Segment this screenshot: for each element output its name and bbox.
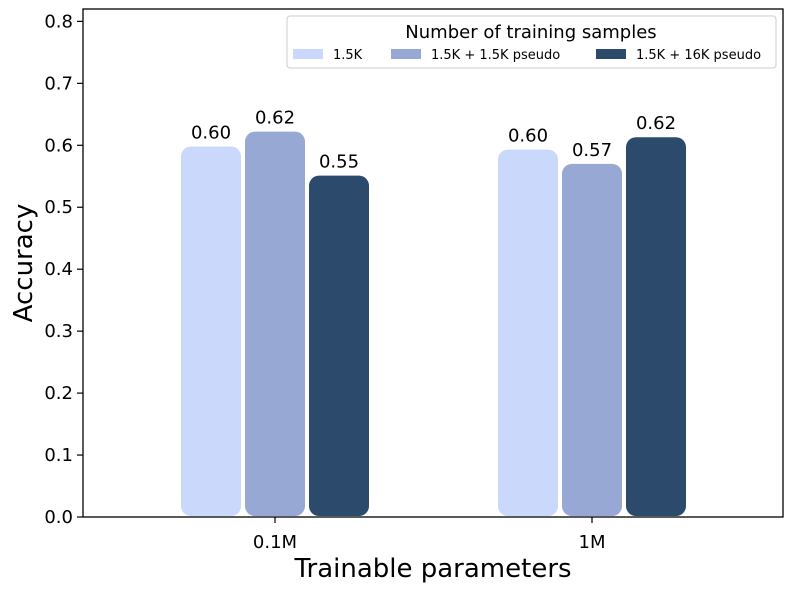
- bar-value-label: 0.60: [191, 123, 231, 144]
- legend-title: Number of training samples: [405, 22, 656, 43]
- legend-label-3: 1.5K + 16K pseudo: [636, 48, 761, 63]
- bar-labels-layer: 0.60 0.62 0.55 0.60 0.57 0.62: [191, 108, 676, 173]
- y-tick-label: 0.7: [44, 73, 73, 94]
- y-tick-label: 0.3: [44, 321, 73, 342]
- x-tick-label: 0.1M: [253, 532, 297, 553]
- x-axis-title: Trainable parameters: [293, 554, 571, 584]
- y-tick-label: 0.0: [44, 507, 73, 528]
- bars-layer: [181, 131, 686, 517]
- bar-1M-series-3: [626, 137, 686, 517]
- legend-swatch-1: [293, 49, 323, 59]
- x-tick-label: 1M: [579, 532, 606, 553]
- bar-value-label: 0.55: [319, 152, 359, 173]
- legend-items: 1.5K 1.5K + 1.5K pseudo 1.5K + 16K pseudo: [293, 48, 761, 63]
- y-tick-label: 0.1: [44, 445, 73, 466]
- y-axis-ticks: 0.0 0.1 0.2 0.3 0.4 0.5 0.6 0.7 0.8: [44, 11, 83, 528]
- y-tick-label: 0.4: [44, 259, 73, 280]
- legend-label-1: 1.5K: [333, 48, 363, 63]
- bar-0.1M-series-1: [181, 146, 241, 516]
- bar-value-label: 0.60: [508, 126, 548, 147]
- y-tick-label: 0.8: [44, 11, 73, 32]
- bar-0.1M-series-3: [309, 175, 369, 516]
- legend-swatch-2: [391, 49, 421, 59]
- bar-0.1M-series-2: [245, 131, 305, 516]
- y-tick-label: 0.2: [44, 383, 73, 404]
- legend-label-2: 1.5K + 1.5K pseudo: [431, 48, 560, 63]
- y-tick-label: 0.5: [44, 197, 73, 218]
- bar-value-label: 0.62: [255, 108, 295, 129]
- plot-area-frame: [82, 8, 784, 518]
- legend: Number of training samples 1.5K 1.5K + 1.…: [286, 15, 777, 69]
- bar-value-label: 0.62: [636, 113, 676, 134]
- bar-value-label: 0.57: [572, 140, 612, 161]
- bar-1M-series-1: [498, 149, 558, 516]
- bar-1M-series-2: [562, 163, 622, 516]
- x-axis-ticks: 0.1M 1M: [253, 517, 606, 553]
- y-tick-label: 0.6: [44, 135, 73, 156]
- y-axis-title: Accuracy: [9, 204, 39, 323]
- legend-swatch-3: [596, 49, 626, 59]
